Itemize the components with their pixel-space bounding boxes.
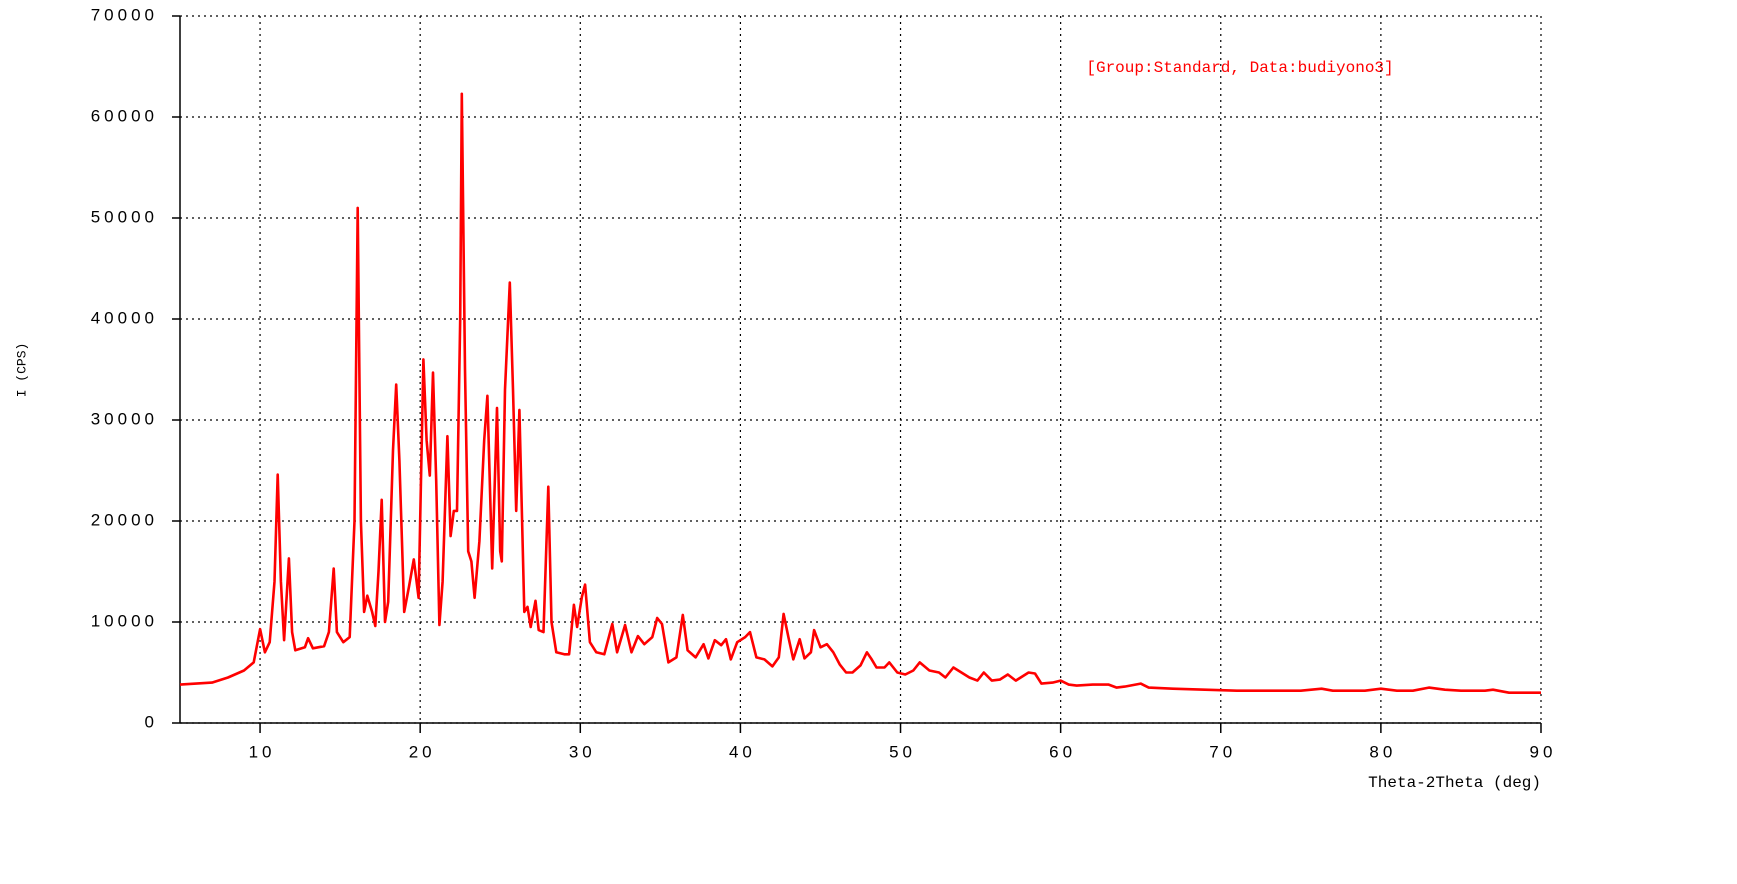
y-tick-label: 70000 bbox=[91, 5, 158, 24]
x-tick-label: 10 bbox=[249, 742, 276, 761]
y-tick-label: 20000 bbox=[91, 510, 158, 529]
x-tick-label: 50 bbox=[889, 742, 916, 761]
y-tick-label: 10000 bbox=[91, 611, 158, 630]
chart: [Group:Standard, Data:budiyono3] Theta-2… bbox=[0, 0, 1737, 884]
x-tick-label: 20 bbox=[409, 742, 436, 761]
y-tick-label: 40000 bbox=[91, 308, 158, 327]
y-tick-label: 30000 bbox=[91, 409, 158, 428]
x-axis-label: Theta-2Theta (deg) bbox=[1368, 774, 1541, 792]
x-tick-label: 30 bbox=[569, 742, 596, 761]
y-tick-label: 0 bbox=[145, 712, 158, 731]
annotation: [Group:Standard, Data:budiyono3] bbox=[1086, 59, 1393, 77]
y-tick-label: 50000 bbox=[91, 207, 158, 226]
x-tick-label: 40 bbox=[729, 742, 756, 761]
x-tick-label: 60 bbox=[1049, 742, 1076, 761]
x-tick-label: 80 bbox=[1369, 742, 1396, 761]
data-line bbox=[180, 94, 1541, 693]
x-tick-label: 70 bbox=[1209, 742, 1236, 761]
y-tick-label: 60000 bbox=[91, 106, 158, 125]
x-tick-label: 90 bbox=[1530, 742, 1557, 761]
y-axis-label: I (CPS) bbox=[14, 343, 29, 398]
